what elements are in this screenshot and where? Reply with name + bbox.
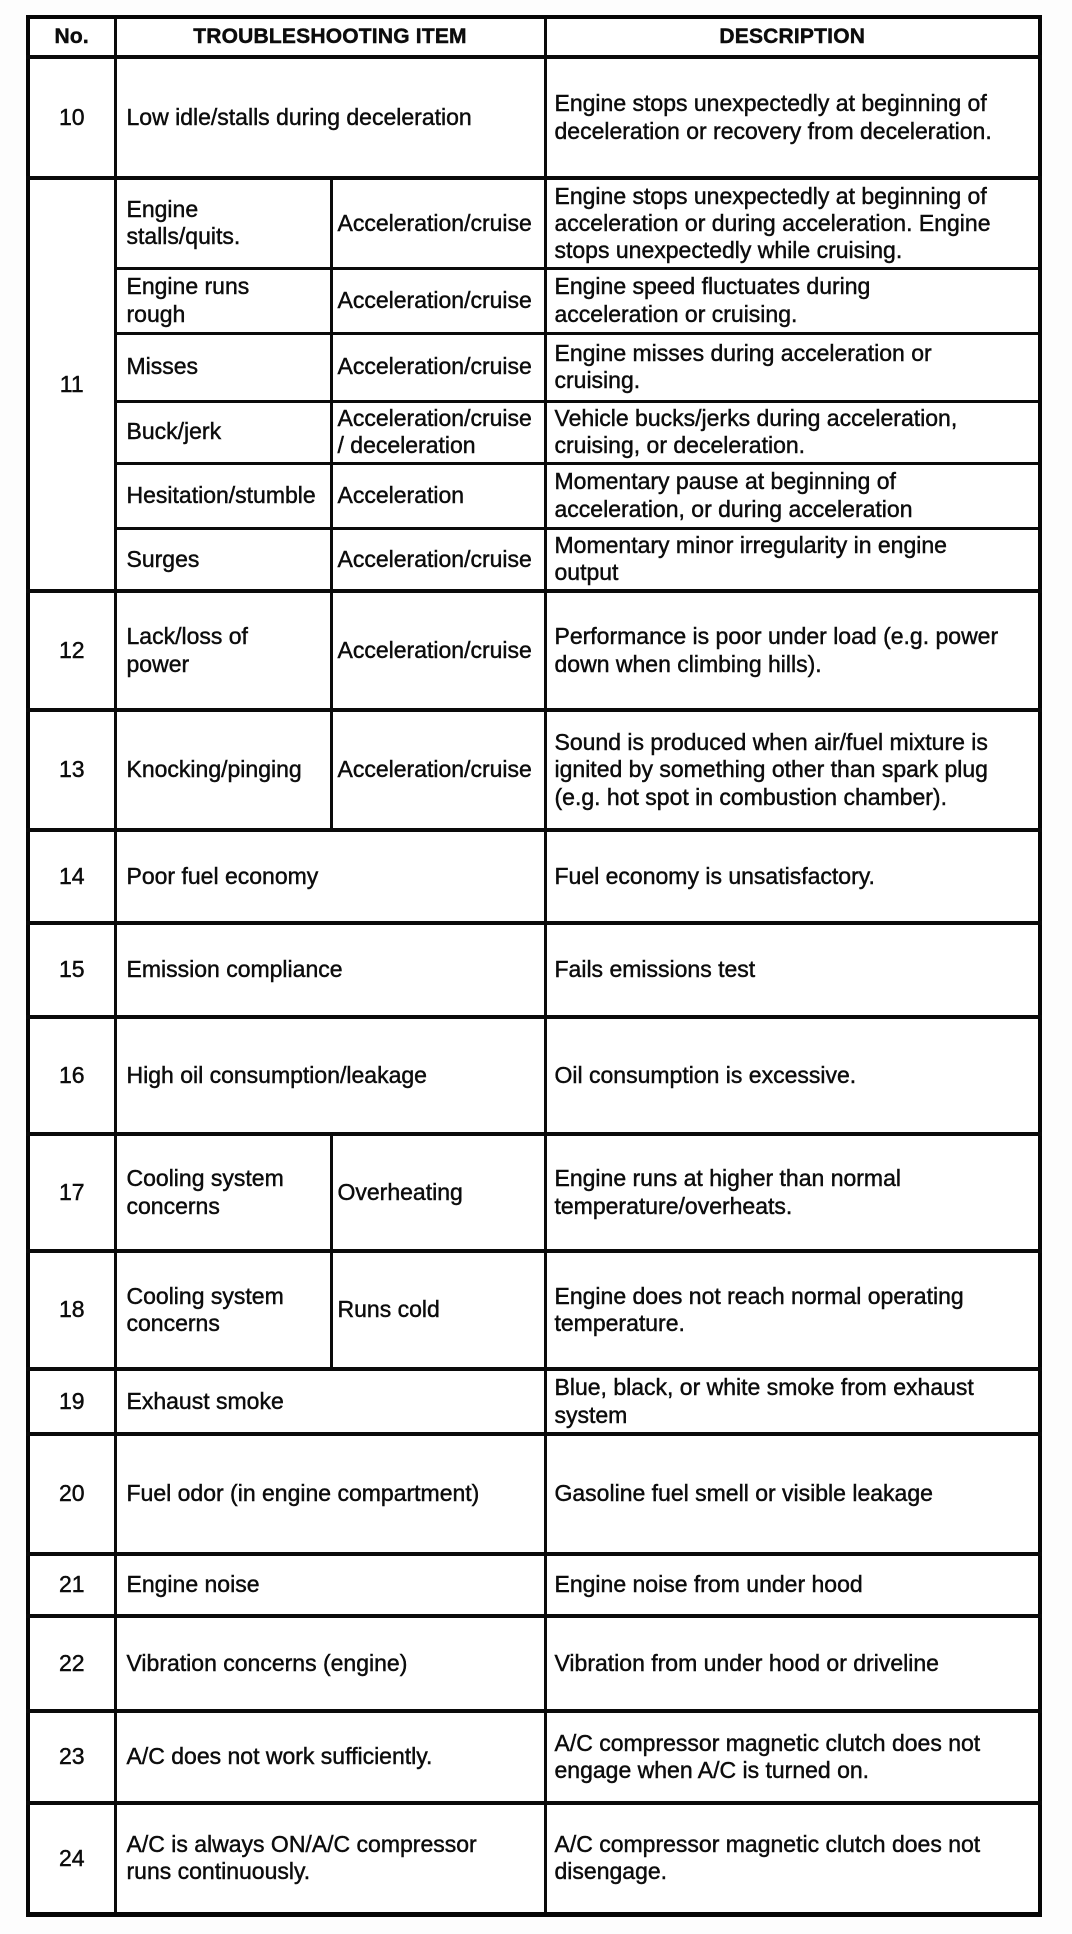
row-13: 13 Knocking/pinging Acceleration/cruise …: [26, 708, 1042, 832]
item-cell: Lack/loss of power: [113, 589, 333, 712]
row-no: 13: [26, 708, 117, 832]
description-cell: A/C compressor magnetic clutch does not …: [543, 1801, 1042, 1916]
row-no: 11: [26, 176, 117, 593]
row-no: 16: [26, 1015, 117, 1136]
description-cell: Gasoline fuel smell or visible leakage: [543, 1432, 1042, 1556]
row-11-stalls: 11 Engine stalls/quits. Acceleration/cru…: [26, 176, 1042, 593]
row-no: 22: [26, 1614, 117, 1713]
item-cell: Knocking/pinging: [113, 708, 333, 832]
condition-cell: Acceleration/cruise: [329, 527, 547, 593]
item-cell: Engine stalls/quits.: [113, 176, 333, 270]
row-17: 17 Cooling system concerns Overheating E…: [26, 1132, 1042, 1253]
item-cell: Vibration concerns (engine): [113, 1614, 547, 1713]
table-header-row: No. TROUBLESHOOTING ITEM DESCRIPTION: [26, 15, 1042, 59]
row-15: 15 Emission compliance Fails emissions t…: [26, 921, 1042, 1019]
description-cell: Performance is poor under load (e.g. pow…: [543, 589, 1042, 712]
troubleshooting-table: No. TROUBLESHOOTING ITEM DESCRIPTION 10 …: [26, 15, 1042, 1917]
row-18: 18 Cooling system concerns Runs cold Eng…: [26, 1249, 1042, 1371]
row-no: 15: [26, 921, 117, 1019]
item-cell: Engine runs rough: [113, 267, 333, 335]
row-23: 23 A/C does not work sufficiently. A/C c…: [26, 1709, 1042, 1805]
condition-cell: Acceleration/cruise / deceleration: [329, 400, 547, 465]
description-cell: Engine does not reach normal operating t…: [543, 1249, 1042, 1371]
page-content: No. TROUBLESHOOTING ITEM DESCRIPTION 10 …: [26, 15, 1042, 1917]
row-no: 14: [26, 828, 117, 925]
row-10: 10 Low idle/stalls during deceleration E…: [26, 55, 1042, 180]
item-cell: Hesitation/stumble: [113, 462, 333, 530]
row-21: 21 Engine noise Engine noise from under …: [26, 1552, 1042, 1618]
row-no: 12: [26, 589, 117, 712]
description-cell: Oil consumption is excessive.: [543, 1015, 1042, 1136]
description-cell: Engine stops unexpectedly at beginning o…: [543, 55, 1042, 180]
row-11-hesitation: Hesitation/stumble Acceleration Momentar…: [28, 462, 1042, 530]
item-cell: High oil consumption/leakage: [113, 1015, 547, 1136]
description-cell: Fails emissions test: [543, 921, 1042, 1019]
row-no: 10: [26, 55, 117, 180]
row-no: 24: [26, 1801, 117, 1916]
row-11-buck-jerk: Buck/jerk Acceleration/cruise / decelera…: [28, 400, 1042, 465]
description-cell: Sound is produced when air/fuel mixture …: [543, 708, 1042, 832]
row-14: 14 Poor fuel economy Fuel economy is uns…: [26, 828, 1042, 925]
condition-cell: Runs cold: [329, 1249, 547, 1371]
condition-cell: Acceleration/cruise: [329, 708, 547, 832]
condition-cell: Acceleration: [329, 462, 547, 530]
item-cell: Emission compliance: [113, 921, 547, 1019]
description-cell: Engine runs at higher than normal temper…: [543, 1132, 1042, 1253]
item-cell: Buck/jerk: [113, 400, 333, 465]
row-12: 12 Lack/loss of power Acceleration/cruis…: [26, 589, 1042, 712]
header-no: No.: [26, 15, 117, 59]
item-cell: A/C is always ON/A/C compressor runs con…: [113, 1801, 547, 1916]
item-cell: Fuel odor (in engine compartment): [113, 1432, 547, 1556]
item-cell: Exhaust smoke: [113, 1367, 547, 1436]
row-no: 18: [26, 1249, 117, 1371]
condition-cell: Acceleration/cruise: [329, 332, 547, 403]
item-cell: Surges: [113, 527, 333, 593]
description-cell: Engine stops unexpectedly at beginning o…: [543, 176, 1042, 270]
description-cell: Engine misses during acceleration or cru…: [543, 332, 1042, 403]
header-troubleshooting-item: TROUBLESHOOTING ITEM: [113, 15, 547, 59]
row-20: 20 Fuel odor (in engine compartment) Gas…: [26, 1432, 1042, 1556]
row-11-runs-rough: Engine runs rough Acceleration/cruise En…: [28, 267, 1042, 335]
description-cell: Momentary minor irregularity in engine o…: [543, 527, 1042, 593]
row-16: 16 High oil consumption/leakage Oil cons…: [26, 1015, 1042, 1136]
item-cell: A/C does not work sufficiently.: [113, 1709, 547, 1805]
description-cell: Fuel economy is unsatisfactory.: [543, 828, 1042, 925]
item-cell: Engine noise: [113, 1552, 547, 1618]
header-description: DESCRIPTION: [543, 15, 1042, 59]
row-no: 20: [26, 1432, 117, 1556]
row-24: 24 A/C is always ON/A/C compressor runs …: [26, 1801, 1042, 1916]
description-cell: A/C compressor magnetic clutch does not …: [543, 1709, 1042, 1805]
description-cell: Vibration from under hood or driveline: [543, 1614, 1042, 1713]
description-cell: Momentary pause at beginning of accelera…: [543, 462, 1042, 530]
description-cell: Engine speed fluctuates during accelerat…: [543, 267, 1042, 335]
description-cell: Vehicle bucks/jerks during acceleration,…: [543, 400, 1042, 465]
description-cell: Blue, black, or white smoke from exhaust…: [543, 1367, 1042, 1436]
item-cell: Cooling system concerns: [113, 1249, 333, 1371]
row-no: 19: [26, 1367, 117, 1436]
row-no: 23: [26, 1709, 117, 1805]
condition-cell: Acceleration/cruise: [329, 267, 547, 335]
condition-cell: Acceleration/cruise: [329, 589, 547, 712]
condition-cell: Acceleration/cruise: [329, 176, 547, 270]
item-cell: Low idle/stalls during deceleration: [113, 55, 547, 180]
item-cell: Misses: [113, 332, 333, 403]
row-19: 19 Exhaust smoke Blue, black, or white s…: [26, 1367, 1042, 1436]
item-cell: Poor fuel economy: [113, 828, 547, 925]
row-22: 22 Vibration concerns (engine) Vibration…: [26, 1614, 1042, 1713]
row-no: 21: [26, 1552, 117, 1618]
row-11-misses: Misses Acceleration/cruise Engine misses…: [28, 332, 1042, 403]
condition-cell: Overheating: [329, 1132, 547, 1253]
description-cell: Engine noise from under hood: [543, 1552, 1042, 1618]
row-no: 17: [26, 1132, 117, 1253]
row-11-surges: Surges Acceleration/cruise Momentary min…: [28, 527, 1042, 593]
item-cell: Cooling system concerns: [113, 1132, 333, 1253]
